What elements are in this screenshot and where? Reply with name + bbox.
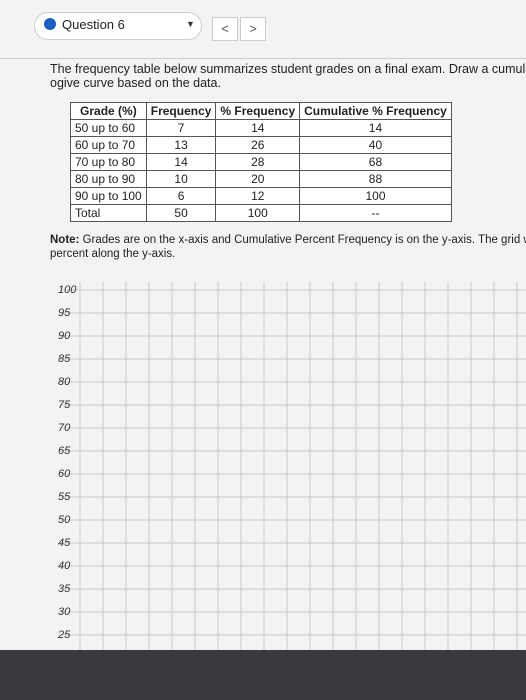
table-cell: 90 up to 100 [70,187,147,205]
table-cell: 88 [299,170,452,188]
table-cell: 14 [299,119,452,137]
table-header: Frequency [145,102,217,120]
table-row: 80 up to 90 10 20 88 [70,170,452,188]
table-row: Total 50 100 -- [70,204,452,222]
table-cell: 7 [145,119,217,137]
y-axis-label: 40 [58,560,71,572]
y-axis-label: 75 [58,399,71,411]
table-cell: 68 [299,153,452,171]
table-row: 50 up to 60 7 14 14 [70,119,452,137]
table-cell: 40 [299,136,452,154]
y-axis-label: 95 [58,307,71,319]
table-cell: 100 [215,204,301,222]
next-button[interactable]: > [240,17,266,41]
screen-bezel [0,650,526,700]
y-axis-label: 55 [58,491,71,503]
y-axis-label: 35 [58,583,71,595]
table-cell: 100 [299,187,452,205]
table-cell: 70 up to 80 [70,153,147,171]
question-text: The frequency table below summarizes stu… [50,62,526,76]
y-axis-label: 85 [58,353,71,365]
y-axis-label: 60 [58,468,71,480]
table-cell: 60 up to 70 [70,136,147,154]
table-row: 60 up to 70 13 26 40 [70,136,452,154]
table-row: 90 up to 100 6 12 100 [70,187,452,205]
dropdown-arrow[interactable]: ▼ [186,19,195,29]
table-cell: Total [70,204,147,222]
note-text: percent along the y-axis. [50,248,176,260]
y-axis-label: 80 [58,376,71,388]
question-title: Question 6 [62,17,125,32]
status-dot [44,18,56,30]
table-header: Cumulative % Frequency [299,102,452,120]
table-cell: 80 up to 90 [70,170,147,188]
question-selector[interactable] [34,12,202,40]
table-cell: 26 [215,136,301,154]
table-row: 70 up to 80 14 28 68 [70,153,452,171]
table-cell: 20 [215,170,301,188]
table-cell: 28 [215,153,301,171]
note-text: Grades are on the x-axis and Cumulative … [82,234,526,246]
graph-grid: 100 95 90 85 80 75 70 65 60 55 50 45 40 35 30 25 [57,282,526,650]
y-axis-label: 50 [58,514,71,526]
table-cell: 12 [215,187,301,205]
table-cell: 10 [145,170,217,188]
y-axis-label: 45 [58,537,71,549]
note: Note: Grades are on the x-axis and Cumul… [50,234,526,246]
table-cell: 50 [145,204,217,222]
table-header: % Frequency [215,102,301,120]
table-cell: 14 [145,153,217,171]
table-cell: -- [299,204,452,222]
table-cell: 14 [215,119,301,137]
question-text: ogive curve based on the data. [50,76,221,90]
table-cell: 13 [145,136,217,154]
prev-button[interactable]: < [212,17,238,41]
y-axis-label: 65 [58,445,71,457]
table-cell: 6 [145,187,217,205]
y-axis-label: 70 [58,422,71,434]
y-axis-label: 25 [57,629,71,641]
top-bar [0,0,526,59]
y-axis-label: 90 [58,330,71,342]
y-axis-label: 100 [58,284,77,296]
table-header-row: Grade (%) Frequency% Frequency Cumulative … [70,102,452,120]
note-label: Note: [50,234,80,246]
table-header: Grade (%) [70,102,147,120]
frequency-table: Grade (%) Frequency% Frequency Cumulative … [70,102,452,222]
y-axis-label: 30 [58,606,71,618]
table-cell: 50 up to 60 [70,119,147,137]
